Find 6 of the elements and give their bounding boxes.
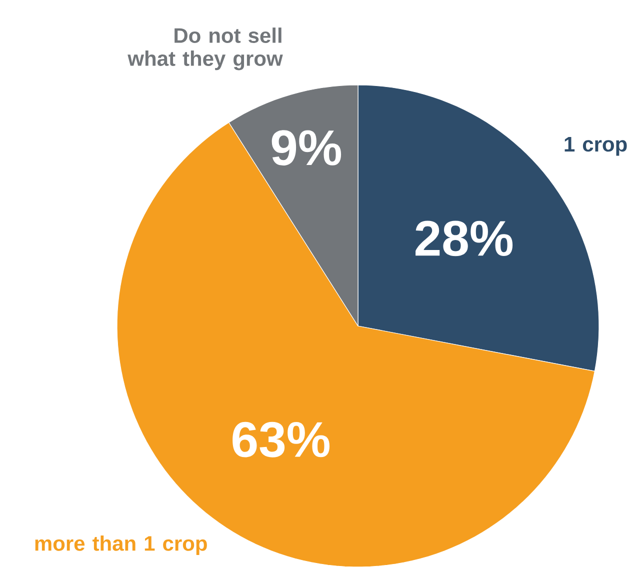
slice-label: more than 1 crop: [35, 535, 207, 556]
slice-label: Do not sell what they grow: [128, 28, 283, 70]
data-label: 28%: [416, 220, 513, 256]
data-label: 9%: [272, 130, 342, 166]
slice-label: 1 crop: [564, 137, 627, 156]
data-label: 63%: [232, 422, 330, 458]
